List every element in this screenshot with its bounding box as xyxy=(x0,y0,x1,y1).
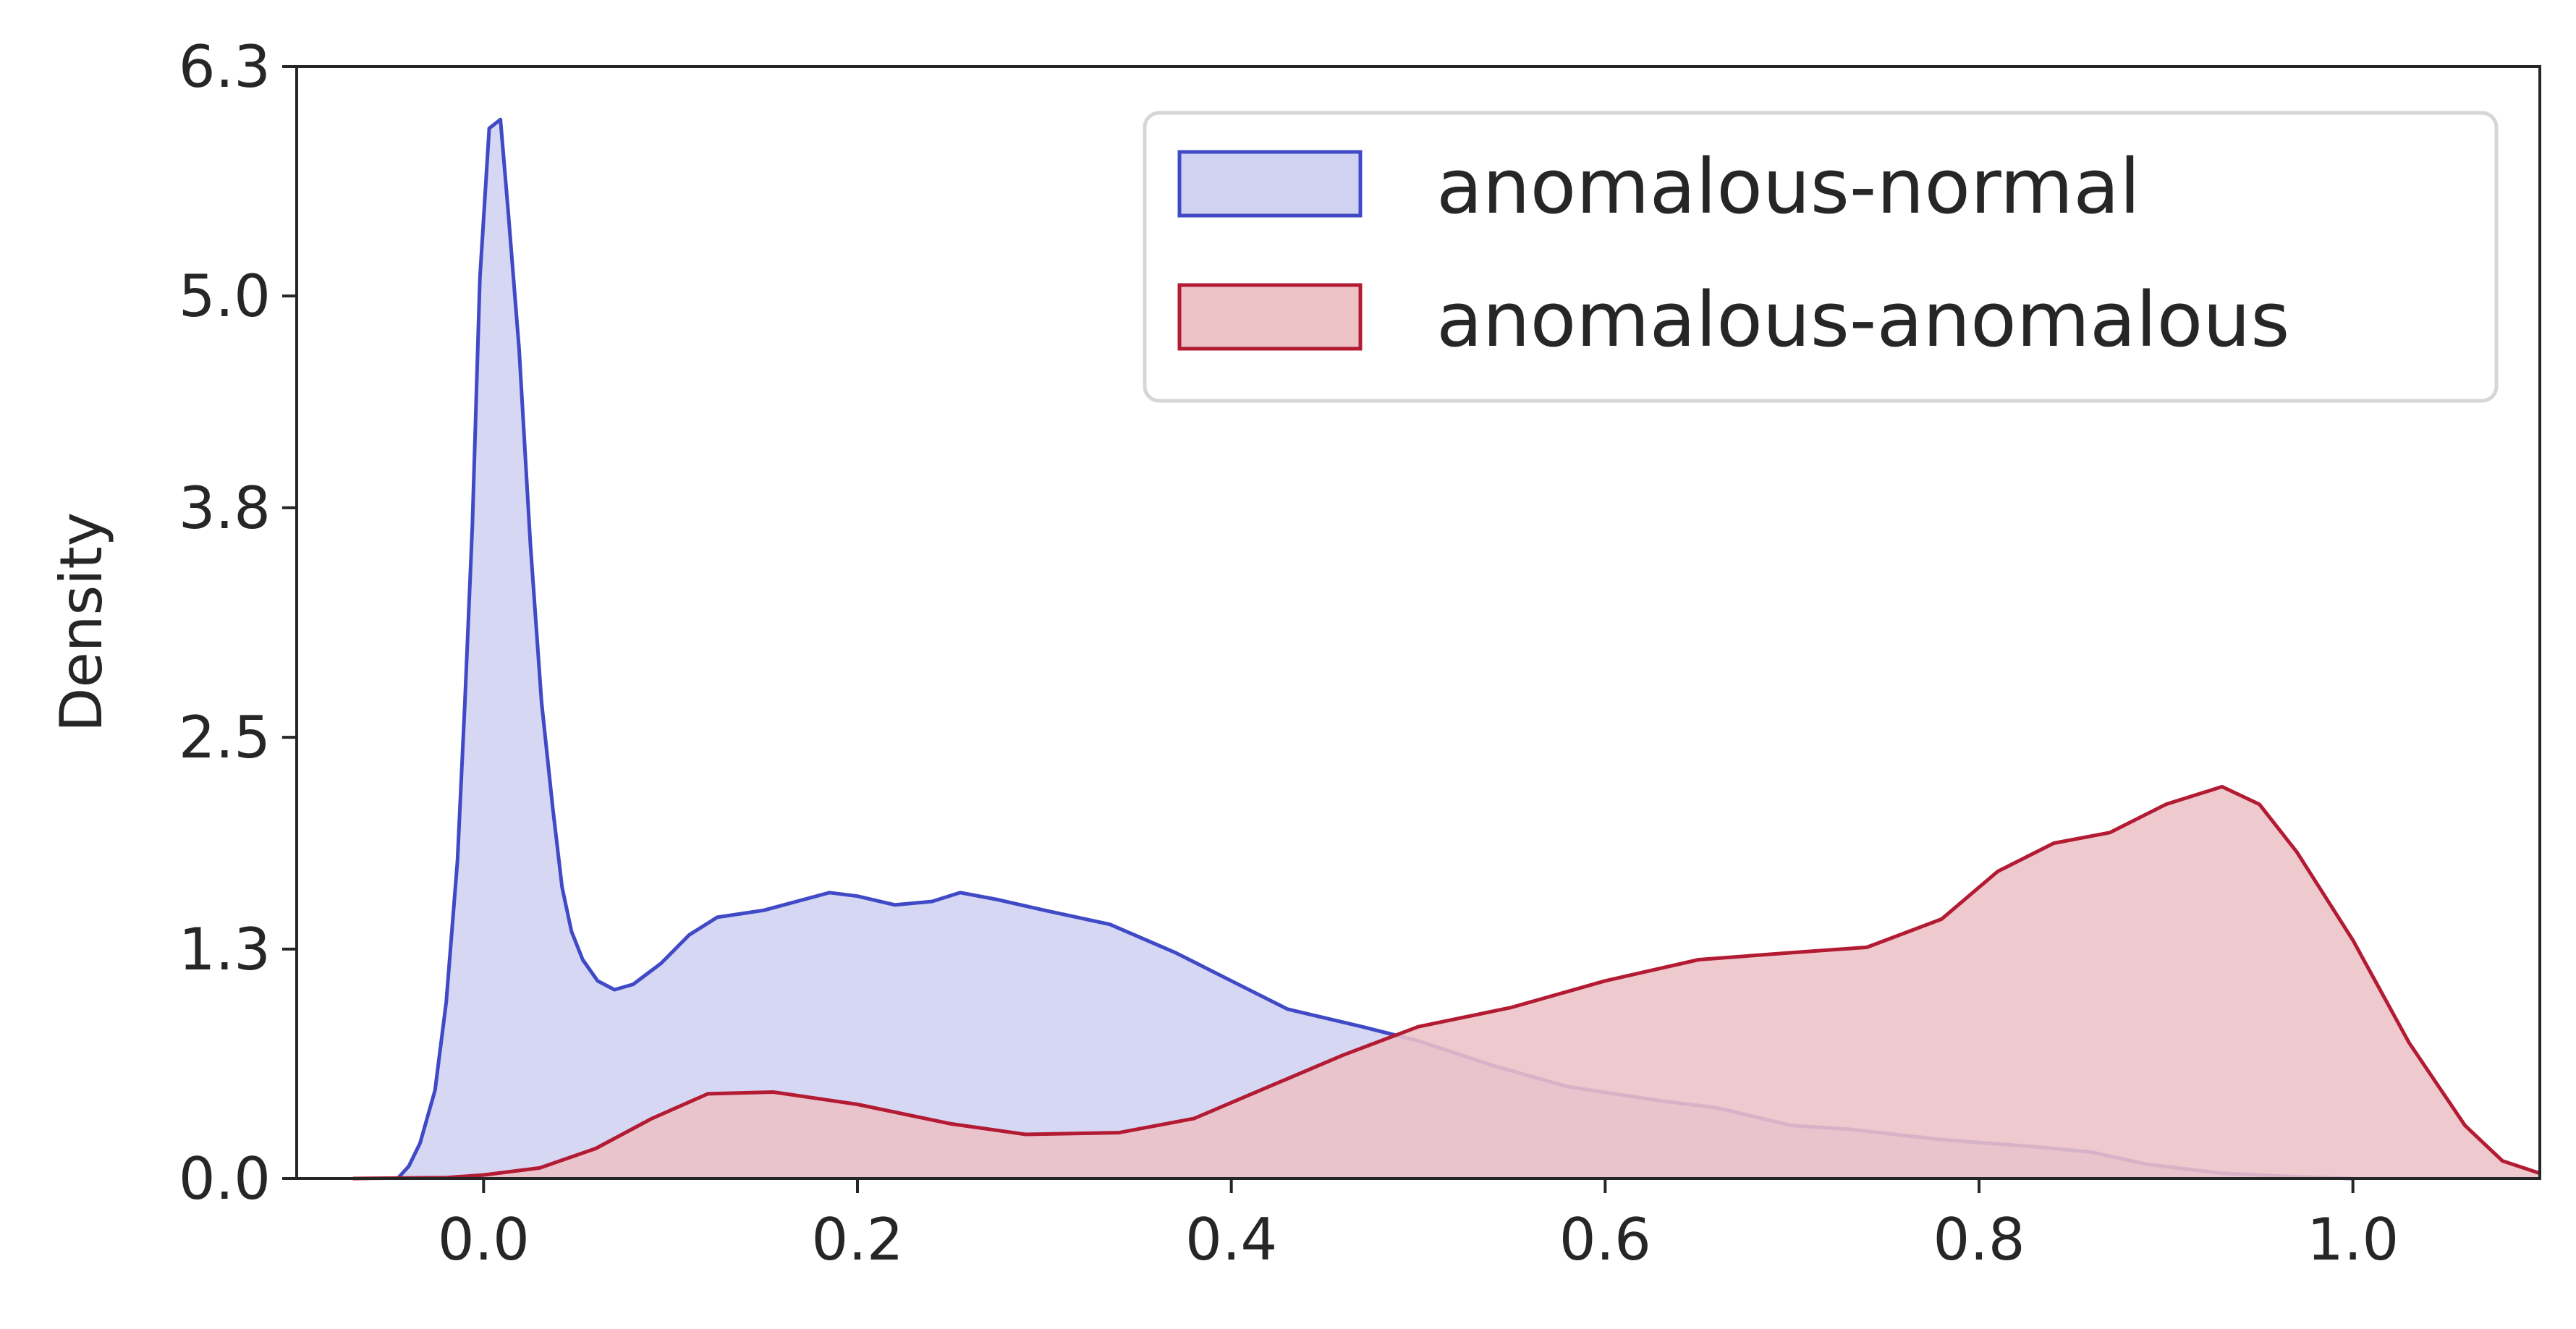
y-tick-label: 3.8 xyxy=(179,475,271,542)
legend-swatch-anomalous-anomalous xyxy=(1177,283,1363,351)
x-axis: 0.0 0.2 0.4 0.6 0.8 1.0 xyxy=(438,1179,2399,1273)
x-tick-label: 1.0 xyxy=(2307,1206,2399,1273)
y-tick-label: 5.0 xyxy=(179,263,271,330)
y-tick-label: 1.3 xyxy=(179,916,271,983)
y-tick-label: 0.0 xyxy=(179,1145,271,1213)
y-axis-label: Density xyxy=(48,512,115,732)
y-axis: 0.0 1.3 2.5 3.8 5.0 6.3 xyxy=(179,33,297,1213)
x-tick-label: 0.6 xyxy=(1559,1206,1651,1273)
y-tick-label: 2.5 xyxy=(179,704,271,771)
x-tick-label: 0.2 xyxy=(811,1206,903,1273)
plot-frame xyxy=(295,65,2541,1180)
x-tick-label: 0.8 xyxy=(1933,1206,2025,1273)
legend-swatch-anomalous-normal xyxy=(1177,150,1363,218)
x-tick-label: 0.4 xyxy=(1185,1206,1277,1273)
legend-label-anomalous-normal: anomalous-normal xyxy=(1436,143,2140,231)
legend-label-anomalous-anomalous: anomalous-anomalous xyxy=(1436,276,2289,364)
series-line-anomalous-anomalous xyxy=(352,784,2541,1181)
series-area-anomalous-normal xyxy=(397,119,2353,1179)
x-tick-label: 0.0 xyxy=(438,1206,530,1273)
legend: anomalous-normal anomalous-anomalous xyxy=(1143,111,2499,403)
y-tick-label: 6.3 xyxy=(179,33,271,101)
plot-area xyxy=(352,117,2541,1181)
legend-frame xyxy=(1143,111,2499,403)
series-area-anomalous-anomalous xyxy=(352,786,2540,1179)
